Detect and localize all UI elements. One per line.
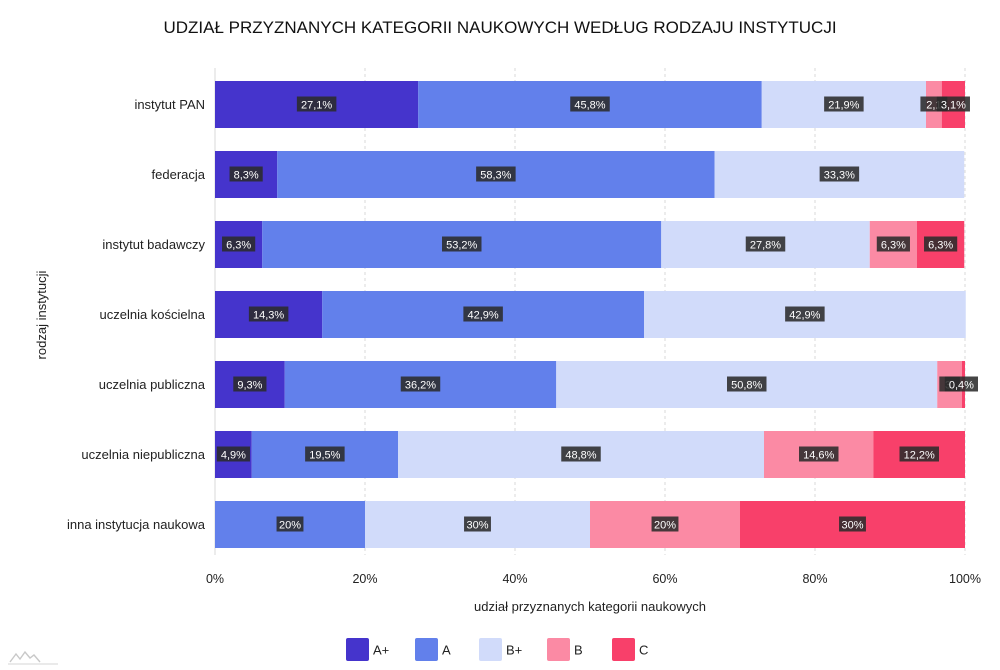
data-label: 30% <box>841 519 863 531</box>
legend: A+ A B+ B C <box>346 638 648 661</box>
category-labels: instytut PAN federacja instytut badawczy uc… <box>67 97 206 532</box>
data-label-bg <box>561 446 601 462</box>
data-labels: 27,1% 45,8% 21,9% 2,1 3,1%8,3% 58,3% 33,3%6,3%… <box>216 96 978 532</box>
legend-label: B <box>574 643 583 658</box>
legend-label: A+ <box>373 643 389 658</box>
data-label: 4,9% <box>221 449 246 461</box>
category-label: inna instytucja naukowa <box>67 517 206 532</box>
x-axis-title: udział przyznanych kategorii naukowych <box>474 599 706 614</box>
data-label-bg <box>400 376 441 392</box>
data-label-bg <box>651 516 679 532</box>
data-label-bg <box>305 446 345 462</box>
category-label: instytut PAN <box>134 97 205 112</box>
data-label-bg <box>824 96 864 112</box>
bars: 27,1% 45,8% 21,9% 2,1 3,1%8,3% 58,3% 33,3%6,3%… <box>215 81 978 548</box>
data-label-bg <box>248 306 289 322</box>
data-label-bg <box>924 236 958 252</box>
data-label: 36,2% <box>405 379 436 391</box>
y-axis-title: rodzaj instytucji <box>34 270 49 359</box>
data-label-bg <box>233 376 267 392</box>
data-label: 21,9% <box>828 99 859 111</box>
legend-swatch <box>479 638 502 661</box>
legend-item[interactable]: C <box>612 638 648 661</box>
data-label: 30% <box>466 519 488 531</box>
legend-item[interactable]: A <box>415 638 451 661</box>
data-label: 50,8% <box>731 379 762 391</box>
data-label: 3,1% <box>941 99 966 111</box>
data-label-bg <box>229 166 263 182</box>
legend-swatch <box>415 638 438 661</box>
data-label-bg <box>839 516 866 532</box>
data-label-bg <box>476 166 516 182</box>
x-tick-label: 40% <box>502 572 527 586</box>
data-label-bg <box>442 236 482 252</box>
x-tick-labels: 0% 20% 40% 60% 80% 100% <box>206 572 981 586</box>
data-label-bg <box>296 96 337 112</box>
x-tick-label: 60% <box>652 572 677 586</box>
data-label-bg <box>570 96 610 112</box>
data-label-bg <box>819 166 860 182</box>
category-label: uczelnia publiczna <box>99 377 206 392</box>
chart-title: UDZIAŁ PRZYZNANYCH KATEGORII NAUKOWYCH W… <box>163 18 836 37</box>
data-label-bg <box>799 446 839 462</box>
data-label: 6,3% <box>928 239 953 251</box>
x-tick-label: 0% <box>206 572 224 586</box>
legend-label: B+ <box>506 643 522 658</box>
data-label: 6,3% <box>226 239 251 251</box>
data-label: 20% <box>654 519 676 531</box>
data-label: 27,1% <box>301 99 332 111</box>
category-label: instytut badawczy <box>102 237 205 252</box>
data-label: 0,4% <box>949 379 974 391</box>
category-label: uczelnia kościelna <box>99 307 205 322</box>
legend-label: A <box>442 643 451 658</box>
data-label-bg <box>899 446 939 462</box>
data-label: 14,3% <box>253 309 284 321</box>
data-label-bg <box>463 306 503 322</box>
data-label: 53,2% <box>446 239 477 251</box>
data-label: 27,8% <box>750 239 781 251</box>
x-tick-label: 80% <box>802 572 827 586</box>
data-label: 58,3% <box>480 169 511 181</box>
x-tick-label: 20% <box>352 572 377 586</box>
data-label: 6,3% <box>881 239 906 251</box>
data-label-bg <box>745 236 786 252</box>
data-label-bg <box>222 236 256 252</box>
data-label: 9,3% <box>237 379 262 391</box>
data-label-bg <box>276 516 304 532</box>
data-label-bg <box>876 236 910 252</box>
category-label: uczelnia niepubliczna <box>81 447 205 462</box>
data-label-bg <box>944 376 978 392</box>
data-label: 8,3% <box>234 169 259 181</box>
legend-swatch <box>547 638 570 661</box>
data-label: 14,6% <box>803 449 834 461</box>
legend-label: C <box>639 643 648 658</box>
data-label-bg <box>727 376 767 392</box>
data-label: 12,2% <box>904 449 935 461</box>
legend-item[interactable]: B+ <box>479 638 522 661</box>
data-label-bg <box>785 306 825 322</box>
data-label: 20% <box>279 519 301 531</box>
x-tick-label: 100% <box>949 572 981 586</box>
data-label: 42,9% <box>468 309 499 321</box>
data-label: 48,8% <box>565 449 596 461</box>
data-label: 19,5% <box>309 449 340 461</box>
legend-swatch <box>346 638 369 661</box>
data-label: 42,9% <box>789 309 820 321</box>
legend-item[interactable]: A+ <box>346 638 389 661</box>
legend-swatch <box>612 638 635 661</box>
legend-item[interactable]: B <box>547 638 583 661</box>
logo-icon <box>8 650 58 665</box>
category-label: federacja <box>152 167 206 182</box>
data-label-bg <box>464 516 491 532</box>
data-label: 33,3% <box>824 169 855 181</box>
data-label-bg <box>216 446 250 462</box>
data-label-bg <box>936 96 970 112</box>
data-label: 45,8% <box>574 99 605 111</box>
